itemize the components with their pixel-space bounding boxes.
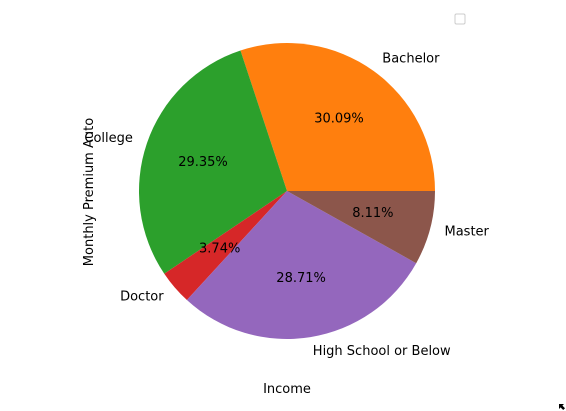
pie-slices (139, 43, 435, 339)
resize-arrow-icon (559, 404, 565, 410)
legend-box (455, 14, 465, 24)
x-axis-label: Income (263, 382, 311, 397)
pct-label-bachelor: 30.09% (314, 112, 364, 127)
slice-label-master: Master (445, 225, 490, 240)
slice-label-high-school-or-below: High School or Below (313, 344, 451, 359)
pct-label-high-school-or-below: 28.71% (276, 271, 326, 286)
pct-label-doctor: 3.74% (199, 241, 240, 256)
y-axis-label: Monthly Premium Auto (82, 118, 97, 266)
slice-label-bachelor: Bachelor (382, 52, 440, 67)
slice-label-doctor: Doctor (120, 290, 164, 305)
pct-label-master: 8.11% (352, 206, 393, 221)
pct-label-college: 29.35% (178, 155, 228, 170)
